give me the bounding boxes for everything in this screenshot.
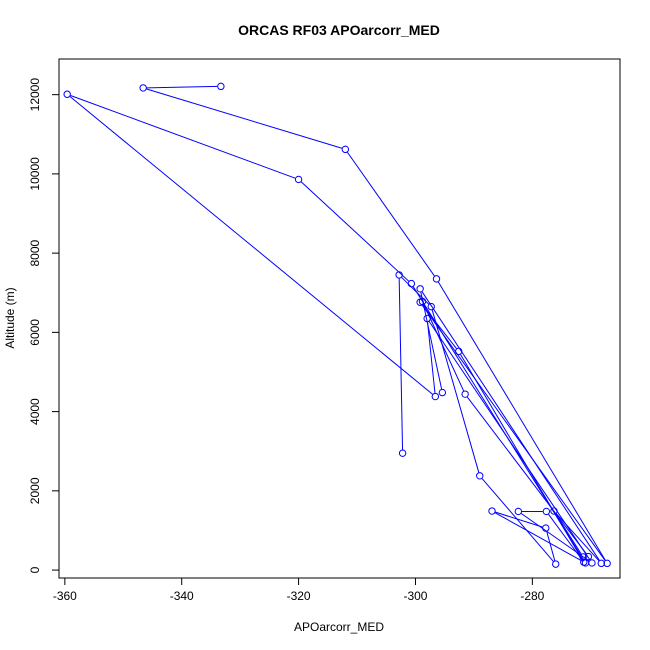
y-tick-label: 2000 [28, 477, 42, 504]
data-point [416, 285, 424, 293]
data-point [461, 390, 469, 398]
data-point [542, 524, 550, 532]
data-point [294, 175, 303, 184]
chart-title: ORCAS RF03 APOarcorr_MED [238, 22, 440, 38]
series-segment [466, 396, 587, 555]
series-segment [300, 181, 410, 282]
series-segment [421, 304, 606, 561]
series-segment [494, 512, 583, 562]
data-point [476, 472, 484, 480]
data-point [550, 507, 558, 515]
series-layer [63, 82, 611, 568]
data-point [597, 559, 605, 568]
series-segment [423, 304, 465, 392]
series-1 [63, 82, 611, 568]
data-point [431, 392, 440, 401]
y-tick-label: 12000 [28, 78, 42, 112]
x-tick-label: -320 [287, 589, 311, 603]
series-segment [347, 151, 435, 277]
series-segment [437, 281, 606, 561]
data-point [427, 302, 435, 311]
y-axis: 0 2000 4000 6000 8000 10000 12000 [28, 78, 60, 573]
data-point [341, 145, 350, 154]
x-tick-label: -300 [403, 589, 427, 603]
series-segment [421, 291, 600, 561]
data-point [514, 507, 523, 516]
data-point [603, 559, 611, 568]
series-segment [548, 514, 583, 560]
series-segment [556, 513, 600, 562]
y-tick-label: 10000 [28, 157, 42, 191]
series-segment [398, 278, 404, 450]
data-point [407, 279, 416, 288]
data-point [63, 90, 71, 98]
x-tick-label: -280 [520, 589, 544, 603]
data-point [398, 449, 407, 457]
series-segment [546, 531, 556, 561]
series-segment [421, 304, 457, 349]
series-2 [416, 285, 605, 568]
series-segment [420, 292, 443, 390]
data-point [580, 558, 588, 566]
y-tick-label: 6000 [28, 319, 42, 346]
series-segment [460, 354, 583, 560]
series-segment [428, 321, 591, 561]
data-point [579, 553, 587, 561]
series-segment [520, 513, 590, 562]
data-point [488, 507, 496, 515]
series-segment [146, 85, 218, 89]
series-segment [401, 277, 430, 305]
data-point [588, 559, 596, 567]
data-point [418, 297, 427, 306]
data-point [584, 552, 593, 561]
data-point [217, 82, 225, 91]
data-point [395, 271, 403, 279]
x-axis: -360 -340 -320 -300 -280 [53, 577, 545, 603]
data-point [139, 84, 147, 92]
x-tick-label: -340 [170, 589, 194, 603]
series-segment [427, 322, 436, 394]
x-axis-label: APOarcorr_MED [294, 620, 384, 634]
series-segment [69, 96, 433, 395]
data-point [552, 560, 560, 568]
series-segment [481, 478, 554, 562]
series-segment [70, 95, 296, 179]
y-axis-label: Altitude (m) [3, 287, 17, 348]
data-point [432, 275, 441, 283]
y-tick-label: 4000 [28, 398, 42, 425]
series-segment [146, 88, 343, 149]
x-tick-label: -360 [53, 589, 77, 603]
series-segment [495, 511, 543, 528]
y-tick-label: 8000 [28, 239, 42, 266]
series-segment [555, 513, 582, 555]
y-tick-label: 0 [28, 566, 42, 573]
data-point [542, 507, 551, 516]
data-point [438, 388, 447, 397]
